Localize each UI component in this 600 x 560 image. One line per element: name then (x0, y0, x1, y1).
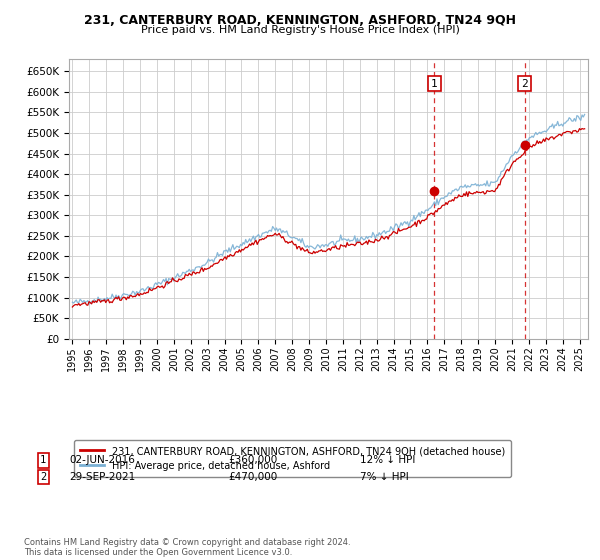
Legend: 231, CANTERBURY ROAD, KENNINGTON, ASHFORD, TN24 9QH (detached house), HPI: Avera: 231, CANTERBURY ROAD, KENNINGTON, ASHFOR… (74, 440, 511, 477)
Text: 7% ↓ HPI: 7% ↓ HPI (360, 472, 409, 482)
Text: 1: 1 (431, 78, 438, 88)
Text: £470,000: £470,000 (228, 472, 277, 482)
Text: 02-JUN-2016: 02-JUN-2016 (69, 455, 135, 465)
Text: £360,000: £360,000 (228, 455, 277, 465)
Text: 29-SEP-2021: 29-SEP-2021 (69, 472, 135, 482)
Text: 231, CANTERBURY ROAD, KENNINGTON, ASHFORD, TN24 9QH: 231, CANTERBURY ROAD, KENNINGTON, ASHFOR… (84, 14, 516, 27)
Text: Price paid vs. HM Land Registry's House Price Index (HPI): Price paid vs. HM Land Registry's House … (140, 25, 460, 35)
Text: 12% ↓ HPI: 12% ↓ HPI (360, 455, 415, 465)
Text: 2: 2 (40, 472, 46, 482)
Text: 2: 2 (521, 78, 528, 88)
Text: Contains HM Land Registry data © Crown copyright and database right 2024.
This d: Contains HM Land Registry data © Crown c… (24, 538, 350, 557)
Text: 1: 1 (40, 455, 46, 465)
